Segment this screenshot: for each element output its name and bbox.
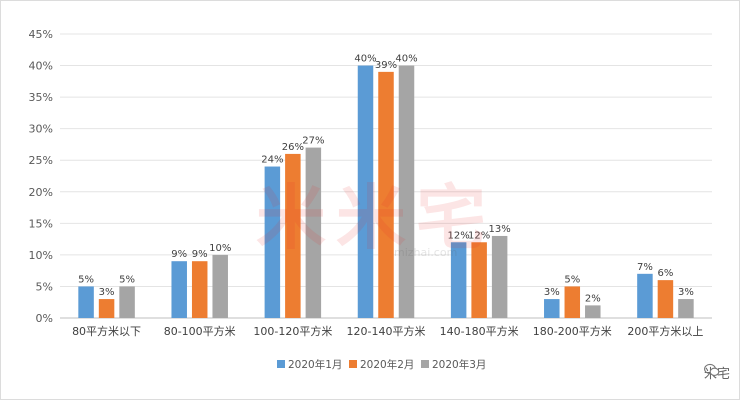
- data-label: 3%: [544, 287, 560, 298]
- y-tick-label: 5%: [36, 280, 53, 293]
- legend-swatch: [277, 360, 285, 368]
- y-tick-label: 0%: [36, 312, 53, 325]
- bar: [191, 261, 208, 318]
- data-label: 7%: [637, 262, 653, 273]
- y-tick-label: 45%: [29, 28, 53, 41]
- bar: [585, 305, 601, 318]
- x-tick-label: 140-180平方米: [440, 324, 519, 338]
- data-label: 40%: [354, 54, 376, 65]
- data-label: 3%: [678, 287, 694, 298]
- x-tick-label: 80平方米以下: [72, 324, 141, 338]
- bar: [357, 65, 374, 318]
- data-label: 5%: [564, 274, 580, 285]
- bar: [119, 286, 135, 318]
- watermark: 米米宅: [256, 177, 496, 259]
- watermark-url: mizhai.com: [394, 246, 458, 259]
- x-tick-label: 80-100平方米: [164, 324, 236, 338]
- y-tick-label: 20%: [29, 186, 53, 199]
- bar: [544, 299, 560, 318]
- data-label: 5%: [78, 274, 94, 285]
- y-tick-label: 40%: [29, 60, 53, 73]
- bar: [637, 273, 653, 318]
- bar: [564, 286, 581, 318]
- bar: [305, 147, 322, 318]
- data-label: 9%: [171, 249, 187, 260]
- brand-badge: 米宅: [704, 363, 730, 382]
- data-label: 9%: [192, 249, 208, 260]
- bar: [657, 280, 674, 318]
- wechat-icon: [704, 363, 720, 376]
- data-label: 40%: [395, 54, 417, 65]
- legend-swatch: [421, 360, 429, 368]
- bar: [264, 166, 281, 318]
- bar: [491, 235, 508, 318]
- legend-swatch: [349, 360, 357, 368]
- x-tick-label: 100-120平方米: [253, 324, 332, 338]
- data-label: 3%: [99, 287, 115, 298]
- data-label: 2%: [585, 293, 601, 304]
- bar: [212, 254, 228, 318]
- data-label: 6%: [657, 268, 673, 279]
- bar: [450, 242, 467, 318]
- data-label: 5%: [119, 274, 135, 285]
- bar: [285, 153, 301, 318]
- legend-label: 2020年2月: [360, 358, 414, 371]
- data-label: 39%: [375, 60, 397, 71]
- bar: [471, 242, 487, 318]
- y-tick-label: 25%: [29, 154, 53, 167]
- x-tick-label: 120-140平方米: [347, 324, 426, 338]
- bar: [398, 65, 415, 318]
- y-tick-label: 35%: [29, 91, 53, 104]
- y-tick-label: 30%: [29, 123, 53, 136]
- y-tick-label: 15%: [29, 217, 53, 230]
- y-tick-label: 10%: [29, 249, 53, 262]
- bar: [78, 286, 94, 318]
- bar: [98, 299, 115, 318]
- data-label: 12%: [468, 230, 490, 241]
- data-label: 27%: [302, 136, 324, 147]
- legend-label: 2020年1月: [288, 358, 342, 371]
- bar: [171, 261, 187, 318]
- bar: [678, 299, 694, 318]
- x-tick-label: 200平方米以上: [627, 324, 703, 338]
- bar: [378, 71, 394, 318]
- data-label: 12%: [448, 230, 470, 241]
- data-label: 26%: [282, 142, 304, 153]
- legend-label: 2020年3月: [432, 358, 486, 371]
- data-label: 24%: [261, 155, 283, 166]
- data-label: 10%: [209, 243, 231, 254]
- x-tick-label: 180-200平方米: [533, 324, 612, 338]
- data-label: 13%: [489, 224, 511, 235]
